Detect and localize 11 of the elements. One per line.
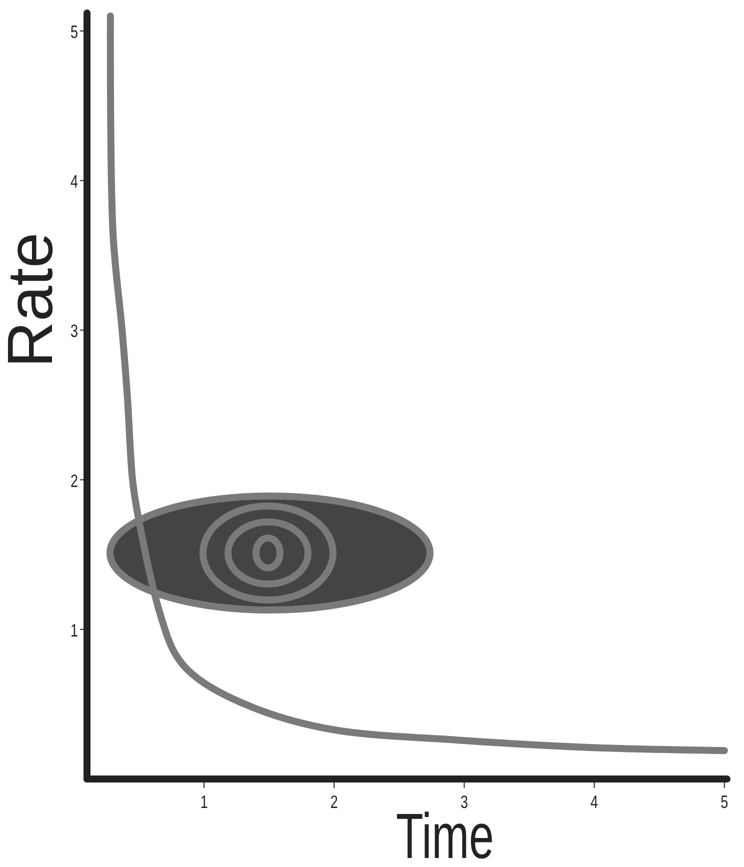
x-tick-label: 5 [720, 793, 728, 813]
y-tick-label: 4 [70, 172, 78, 192]
x-tick-label: 2 [330, 793, 338, 813]
x-tick-label: 4 [590, 793, 598, 813]
y-tick-label: 1 [70, 622, 78, 641]
y-axis-title: Rate [0, 232, 66, 368]
y-tick-label: 5 [70, 23, 78, 42]
x-tick-label: 1 [200, 793, 208, 813]
y-tick-label: 3 [70, 322, 78, 342]
y-tick-label: 2 [70, 472, 78, 492]
x-tick-label: 3 [460, 793, 468, 813]
